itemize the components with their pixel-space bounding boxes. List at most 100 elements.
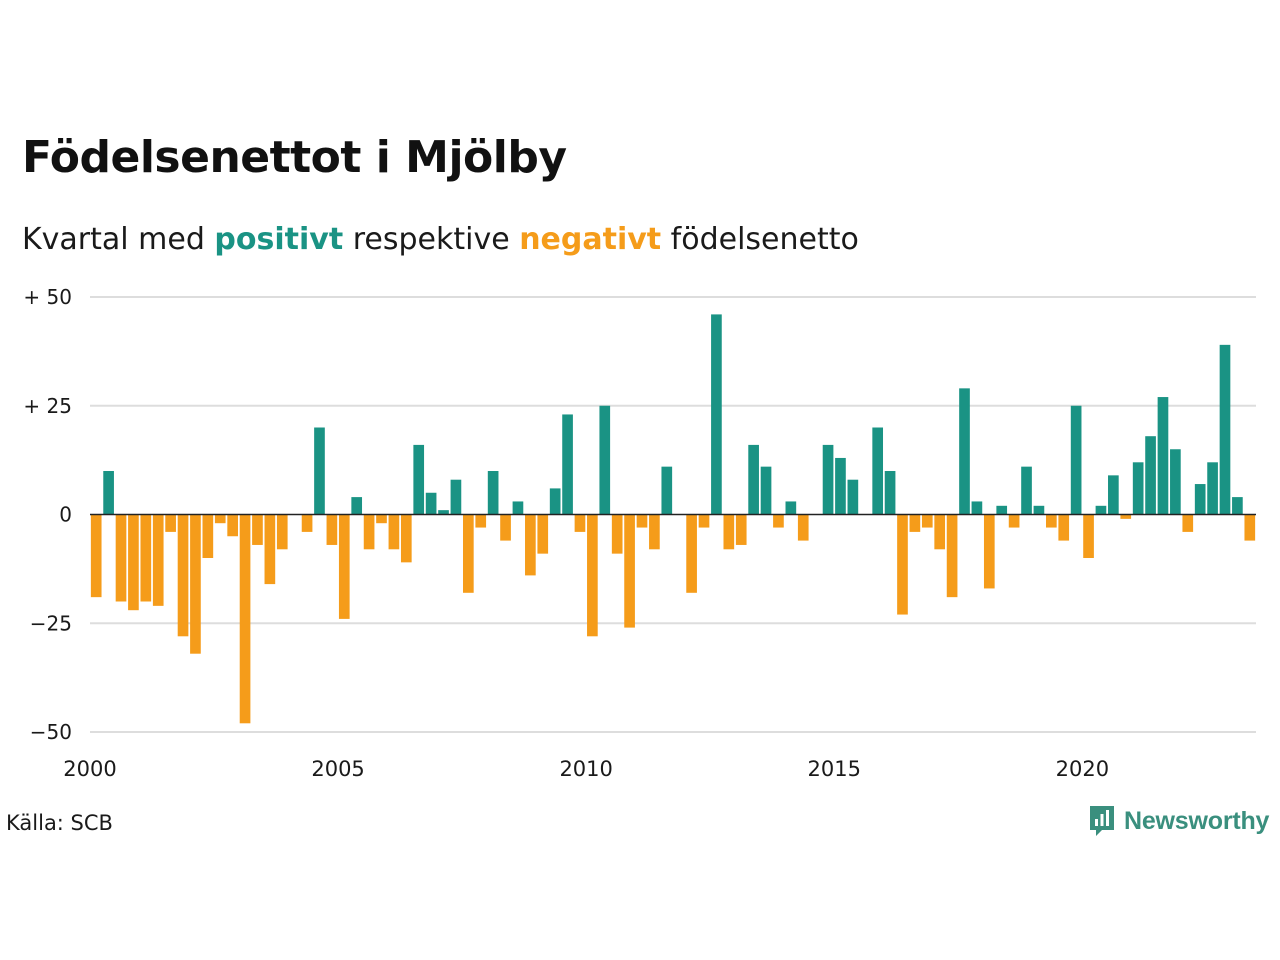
bar bbox=[971, 501, 983, 515]
bar bbox=[202, 514, 214, 558]
chart-subtitle: Kvartal med positivt respektive negativt… bbox=[22, 222, 859, 257]
bar bbox=[239, 514, 251, 724]
bar bbox=[1182, 514, 1194, 532]
bar bbox=[388, 514, 400, 550]
bar bbox=[326, 514, 338, 545]
y-tick-label: + 50 bbox=[23, 285, 72, 309]
bar bbox=[314, 427, 325, 515]
bar bbox=[351, 497, 363, 515]
bar bbox=[735, 514, 747, 545]
chart-title: Födelsenettot i Mjölby bbox=[22, 132, 567, 183]
source-note: Källa: SCB bbox=[6, 811, 113, 835]
bar bbox=[1232, 497, 1243, 515]
bar bbox=[1219, 344, 1231, 515]
bar bbox=[797, 514, 809, 541]
bar bbox=[463, 514, 474, 593]
bar bbox=[1120, 514, 1132, 519]
bar bbox=[1207, 462, 1218, 515]
x-tick-label: 2005 bbox=[311, 757, 364, 781]
bar bbox=[301, 514, 313, 532]
bar bbox=[1021, 466, 1032, 515]
bar bbox=[847, 479, 859, 515]
bar bbox=[450, 479, 462, 515]
bar bbox=[165, 514, 176, 532]
bar bbox=[1083, 514, 1094, 558]
subtitle-positive-word: positivt bbox=[214, 222, 344, 257]
x-tick-label: 2015 bbox=[808, 757, 861, 781]
bar bbox=[686, 514, 697, 593]
bar bbox=[115, 514, 127, 602]
bar bbox=[562, 414, 573, 515]
bar bbox=[723, 514, 735, 550]
bar bbox=[587, 514, 598, 637]
subtitle-suffix: födelsenetto bbox=[661, 222, 859, 257]
bar bbox=[252, 514, 263, 545]
bar bbox=[475, 514, 487, 528]
newsworthy-logo-icon bbox=[1090, 806, 1114, 836]
bar bbox=[1244, 514, 1256, 541]
x-tick-label: 2020 bbox=[1056, 757, 1109, 781]
y-tick-label: −25 bbox=[30, 611, 72, 635]
x-tick-label: 2010 bbox=[559, 757, 612, 781]
y-tick-label: −50 bbox=[30, 720, 72, 744]
bar bbox=[1145, 436, 1156, 515]
bar bbox=[909, 514, 921, 532]
bar bbox=[512, 501, 524, 515]
bar bbox=[872, 427, 884, 515]
subtitle-middle: respektive bbox=[343, 222, 520, 257]
bar bbox=[983, 514, 995, 589]
bar bbox=[1008, 514, 1020, 528]
bar bbox=[959, 388, 970, 515]
bar bbox=[996, 505, 1008, 515]
bar bbox=[214, 514, 226, 524]
bar bbox=[363, 514, 375, 550]
bar bbox=[1194, 484, 1206, 515]
bar bbox=[103, 471, 114, 515]
y-tick-label: + 25 bbox=[23, 394, 72, 418]
brand-logo: Newsworthy bbox=[1088, 804, 1269, 838]
bar bbox=[90, 514, 102, 598]
bar bbox=[1095, 505, 1107, 515]
bar bbox=[276, 514, 288, 550]
bar bbox=[376, 514, 387, 524]
bar bbox=[1132, 462, 1144, 515]
bar bbox=[264, 514, 276, 585]
bar bbox=[773, 514, 784, 528]
bar bbox=[425, 492, 437, 515]
bar bbox=[338, 514, 350, 619]
bar bbox=[1157, 397, 1169, 515]
bar bbox=[525, 514, 536, 576]
bar bbox=[413, 444, 425, 515]
bar bbox=[500, 514, 511, 541]
bar bbox=[636, 514, 648, 528]
bar bbox=[1070, 405, 1082, 515]
bar bbox=[698, 514, 710, 528]
bar bbox=[884, 471, 896, 515]
bar bbox=[537, 514, 549, 554]
bar bbox=[1033, 505, 1045, 515]
bar bbox=[785, 501, 797, 515]
bar bbox=[227, 514, 238, 537]
bar bbox=[661, 466, 673, 515]
bar bbox=[1046, 514, 1057, 528]
bar bbox=[611, 514, 623, 554]
bar bbox=[574, 514, 586, 532]
bar bbox=[946, 514, 958, 598]
bar bbox=[599, 405, 611, 515]
bar bbox=[128, 514, 139, 611]
bar bbox=[140, 514, 152, 602]
bar bbox=[624, 514, 635, 628]
subtitle-negative-word: negativt bbox=[519, 222, 662, 257]
bar bbox=[1108, 475, 1119, 515]
bar bbox=[487, 471, 499, 515]
bar bbox=[438, 510, 449, 515]
brand-name: Newsworthy bbox=[1124, 806, 1270, 835]
bar bbox=[822, 444, 834, 515]
bar bbox=[177, 514, 189, 637]
x-tick-label: 2000 bbox=[63, 757, 116, 781]
bar bbox=[711, 314, 722, 515]
bar bbox=[835, 457, 846, 515]
bar bbox=[748, 444, 759, 515]
bar bbox=[152, 514, 164, 606]
